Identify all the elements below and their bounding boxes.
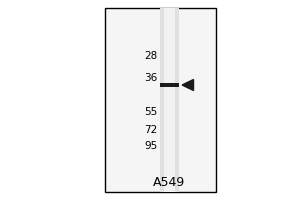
Text: A549: A549	[153, 176, 186, 188]
FancyBboxPatch shape	[164, 8, 175, 192]
FancyBboxPatch shape	[105, 8, 216, 192]
Text: 95: 95	[144, 141, 158, 151]
Polygon shape	[182, 80, 194, 90]
Text: 28: 28	[144, 51, 158, 61]
Text: 55: 55	[144, 107, 158, 117]
FancyBboxPatch shape	[160, 8, 179, 192]
Text: 72: 72	[144, 125, 158, 135]
Text: 36: 36	[144, 73, 158, 83]
FancyBboxPatch shape	[160, 83, 179, 87]
